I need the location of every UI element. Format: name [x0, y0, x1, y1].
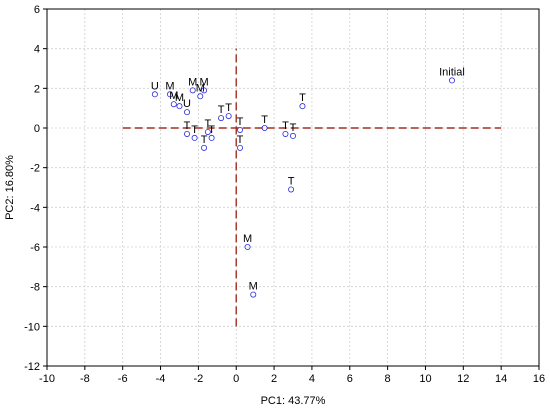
tick-labels: -10 -8 -6 -4 -2 0 2 4 6 8 10 12 14 16-12-10-8-6-4-202… — [24, 4, 545, 385]
point-label: T — [288, 175, 295, 187]
x-tick-label: 8 — [385, 373, 391, 385]
data-point — [204, 128, 211, 135]
y-tick-label: -10 — [24, 321, 40, 333]
data-point — [151, 91, 158, 98]
y-tick-label: -4 — [30, 202, 40, 214]
data-point — [191, 134, 198, 141]
data-point — [201, 144, 208, 151]
data-point — [288, 186, 295, 193]
data-point — [448, 77, 455, 84]
point-label: M — [249, 281, 258, 293]
data-point — [261, 125, 268, 132]
point-label: T — [237, 116, 244, 128]
data-point — [189, 87, 196, 94]
x-tick-label: 16 — [533, 373, 545, 385]
data-point — [237, 126, 244, 133]
data-point — [225, 113, 232, 120]
data-point — [237, 144, 244, 151]
point-label: T — [184, 120, 191, 132]
plot-frame — [46, 8, 540, 367]
y-tick-label: -2 — [30, 163, 40, 175]
x-tick-label: 4 — [309, 373, 315, 385]
x-tick-label: 6 — [347, 373, 353, 385]
x-tick-label: -10 — [39, 373, 55, 385]
x-tick-label: -6 — [118, 373, 128, 385]
point-label: M — [188, 76, 197, 88]
point-label: T — [201, 134, 208, 146]
point-label: T — [261, 114, 268, 126]
point-label: T — [282, 120, 289, 132]
point-label: U — [151, 80, 159, 92]
point-label: M — [199, 76, 208, 88]
point-label: T — [299, 92, 306, 104]
x-tick-label: -4 — [156, 373, 166, 385]
data-point — [299, 103, 306, 110]
y-tick-label: -12 — [24, 361, 40, 373]
point-label: M — [243, 233, 252, 245]
point-label: M — [175, 92, 184, 104]
data-point — [176, 103, 183, 110]
point-label: T — [204, 118, 211, 130]
y-tick-label: 2 — [34, 83, 40, 95]
data-point — [201, 87, 208, 94]
x-tick-label: -8 — [80, 373, 90, 385]
x-tick-label: 0 — [233, 373, 239, 385]
data-point — [170, 101, 177, 108]
y-tick-label: 4 — [34, 44, 40, 56]
y-tick-label: -6 — [30, 242, 40, 254]
data-point — [244, 243, 251, 250]
point-label: M — [196, 82, 205, 94]
point-label: U — [183, 98, 191, 110]
x-axis-title: PC1: 43.77% — [261, 395, 326, 407]
data-point — [282, 130, 289, 137]
point-label: M — [165, 80, 174, 92]
x-tick-label: 14 — [495, 373, 507, 385]
data-point — [184, 109, 191, 116]
x-tick-label: -2 — [193, 373, 203, 385]
data-point — [250, 291, 257, 298]
y-axis-title: PC2: 16.80% — [4, 155, 16, 220]
point-label: Initial — [439, 66, 465, 78]
point-label: M — [169, 90, 178, 102]
data-point — [218, 115, 225, 122]
point-label: T — [237, 134, 244, 146]
y-tick-label: 6 — [34, 4, 40, 16]
point-label: T — [225, 102, 232, 114]
point-label: T — [208, 124, 215, 136]
point-label: T — [290, 122, 297, 134]
reference-lines — [122, 48, 502, 327]
x-tick-label: 12 — [457, 373, 469, 385]
data-point — [197, 93, 204, 100]
y-tick-label: -8 — [30, 282, 40, 294]
y-tick-label: 0 — [34, 123, 40, 135]
data-point — [208, 134, 215, 141]
point-label: T — [218, 104, 225, 116]
x-tick-label: 2 — [271, 373, 277, 385]
data-point — [289, 132, 296, 139]
data-point — [184, 130, 191, 137]
point-label: T — [191, 124, 198, 136]
x-tick-label: 10 — [419, 373, 431, 385]
data-point — [166, 91, 173, 98]
